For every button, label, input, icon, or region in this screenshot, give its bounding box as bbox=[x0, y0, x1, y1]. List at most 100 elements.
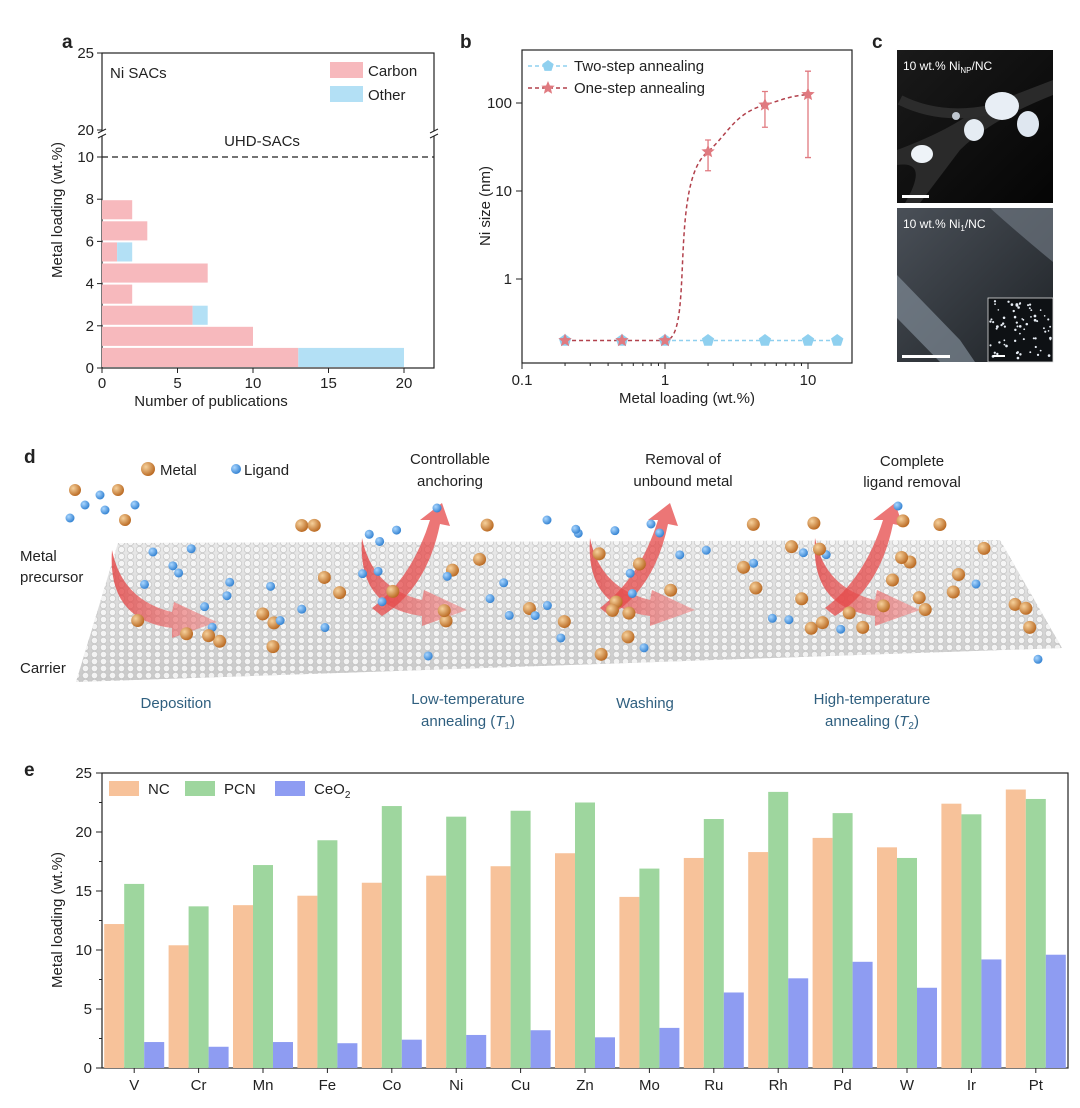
ligand bbox=[423, 651, 433, 661]
metal-atom bbox=[1023, 620, 1037, 634]
single-atom-dot bbox=[1019, 332, 1021, 335]
bar-carbon bbox=[102, 200, 133, 220]
ligand bbox=[174, 568, 184, 578]
bar-pcn-zn bbox=[575, 802, 595, 1068]
single-atom-dot bbox=[989, 344, 992, 347]
released-ligand bbox=[646, 519, 656, 529]
ligand bbox=[266, 581, 276, 591]
ligand bbox=[625, 568, 635, 578]
x-tick-label: Zn bbox=[576, 1077, 594, 1094]
metal-atom bbox=[977, 541, 991, 555]
ligand bbox=[675, 550, 685, 560]
metal-atom bbox=[632, 557, 646, 571]
uhd-sacs-label: UHD-SACs bbox=[224, 133, 300, 150]
ligand bbox=[222, 591, 232, 601]
single-atom-dot bbox=[1022, 318, 1025, 321]
stage-high-temp-2: annealing (T2) bbox=[825, 713, 919, 732]
released-ligand bbox=[893, 501, 903, 511]
metal-atom bbox=[473, 552, 487, 566]
panel-d-schematic: Metal Ligand Metal precursor Carrier Con… bbox=[20, 451, 1062, 732]
legend-label-two-step: Two-step annealing bbox=[574, 58, 704, 75]
bar-nc-v bbox=[104, 924, 125, 1068]
legend-swatch-nc bbox=[109, 781, 139, 796]
single-atom-dot bbox=[1028, 307, 1031, 310]
ligand bbox=[373, 566, 383, 576]
ligand bbox=[701, 545, 711, 555]
metal-atom bbox=[386, 584, 400, 598]
note-ligand-removal-2: ligand removal bbox=[863, 474, 961, 491]
bar-pcn-ni bbox=[446, 816, 467, 1068]
metal-legend-icon bbox=[141, 462, 155, 476]
single-atom-dot bbox=[1027, 304, 1030, 307]
single-atom-dot bbox=[1003, 325, 1006, 328]
single-atom-dot bbox=[1016, 325, 1019, 328]
metal-atom bbox=[912, 591, 926, 605]
note-removal-1: Removal of bbox=[645, 451, 722, 468]
stage-washing: Washing bbox=[616, 695, 674, 712]
legend-label-one-step: One-step annealing bbox=[574, 80, 705, 97]
bar-carbon bbox=[102, 305, 193, 325]
metal-atom bbox=[812, 542, 826, 556]
x-tick-label: Pt bbox=[1029, 1077, 1044, 1094]
ligand bbox=[556, 633, 566, 643]
single-atom-dot bbox=[1015, 351, 1019, 355]
inset-micrograph bbox=[987, 297, 1054, 363]
y-tick-label: 1 bbox=[504, 271, 512, 288]
bar-nc-zn bbox=[555, 853, 575, 1068]
single-atom-dot bbox=[1001, 322, 1005, 325]
panel-a-chart: Ni SACs UHD-SACs Carbon Other Number of … bbox=[49, 45, 439, 410]
bar-nc-mo bbox=[619, 896, 640, 1068]
metal-atom bbox=[946, 585, 960, 599]
nanoparticle bbox=[985, 92, 1019, 120]
legend-swatch-pcn bbox=[185, 781, 215, 796]
x-tick-label: V bbox=[129, 1077, 139, 1094]
x-tick-label: Ir bbox=[967, 1077, 976, 1094]
bar-carbon bbox=[102, 284, 133, 304]
legend-marker-two-step bbox=[542, 60, 554, 71]
bar-ceo2-cu bbox=[530, 1030, 551, 1068]
two-step-point bbox=[801, 334, 815, 346]
single-atom-dot bbox=[1039, 349, 1042, 352]
metal-atom bbox=[295, 518, 309, 532]
inset-scale-bar bbox=[993, 355, 1005, 357]
metal-atom bbox=[112, 484, 124, 496]
ligand bbox=[100, 505, 110, 515]
y-tick-label: 10 bbox=[495, 183, 512, 200]
single-atom-dot bbox=[1003, 339, 1006, 342]
single-atom-dot bbox=[1033, 314, 1037, 318]
ligand bbox=[95, 490, 105, 500]
single-atom-dot bbox=[997, 309, 1000, 311]
single-atom-dot bbox=[1013, 339, 1017, 343]
one-step-point bbox=[658, 333, 672, 347]
metal-atom bbox=[918, 602, 932, 616]
y-tick-label: 20 bbox=[77, 122, 94, 139]
note-ligand-removal-1: Complete bbox=[880, 453, 944, 470]
single-atom-dot bbox=[1022, 338, 1025, 341]
y-tick-label: 100 bbox=[487, 95, 512, 112]
legend-ligand: Ligand bbox=[244, 462, 289, 479]
bar-nc-w bbox=[877, 847, 897, 1068]
metal-atom bbox=[333, 586, 347, 600]
metal-atom bbox=[885, 573, 899, 587]
bar-ceo2-mn bbox=[273, 1042, 293, 1068]
x-tick-label: Mo bbox=[639, 1077, 660, 1094]
x-tick-label: 5 bbox=[173, 375, 181, 392]
stage-low-temp-2: annealing (T1) bbox=[421, 713, 515, 732]
metal-atom bbox=[256, 607, 270, 621]
bar-nc-mn bbox=[233, 905, 253, 1068]
single-atom-dot bbox=[1003, 343, 1006, 346]
single-atom-dot bbox=[1007, 300, 1010, 303]
single-atom-dot bbox=[1039, 309, 1042, 311]
x-tick-label: 15 bbox=[320, 375, 337, 392]
metal-atom bbox=[895, 550, 909, 564]
single-atom-dot bbox=[994, 303, 996, 306]
ligand bbox=[767, 613, 777, 623]
ligand bbox=[200, 602, 210, 612]
bar-ceo2-co bbox=[401, 1039, 422, 1068]
panel-label-c: c bbox=[872, 32, 883, 53]
single-atom-dot bbox=[1049, 325, 1052, 328]
metal-atom bbox=[622, 606, 636, 620]
bar-pcn-fe bbox=[317, 840, 338, 1068]
one-step-point bbox=[701, 144, 715, 158]
metal-atom bbox=[664, 583, 678, 597]
